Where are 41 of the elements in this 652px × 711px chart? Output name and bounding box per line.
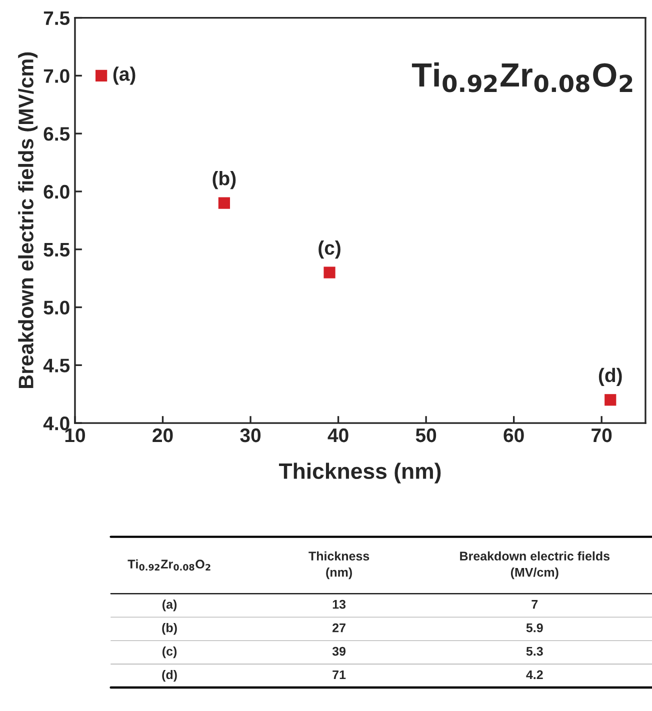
text: 39 [332, 646, 346, 656]
annotation: Ti$_{0.92}$Zr$_{0.08}$O$_{2}$ [412, 62, 632, 92]
y-tick-label: 7.5 [44, 11, 70, 26]
text: (b) [162, 623, 177, 635]
y-tick-label: 4.0 [43, 416, 70, 430]
point [604, 394, 616, 406]
x-tick-label: 40 [328, 428, 348, 442]
y-tick-label: 5.5 [44, 243, 70, 257]
y-tick-label: 6.0 [44, 184, 70, 199]
annotation: (a) [113, 66, 136, 85]
y-tick-label: 6.5 [44, 127, 70, 141]
text: 27 [332, 623, 346, 632]
x-axis-title: Thickness (nm) [278, 462, 441, 484]
x-tick-label: 60 [504, 428, 524, 442]
x-tick-label: 20 [152, 428, 173, 442]
point [218, 197, 230, 209]
text: Ti$_{0.92}$Zr$_{0.08}$O$_{2}$ [128, 559, 210, 571]
x-tick-label: 10 [65, 428, 85, 442]
y-tick-label: 4.5 [43, 358, 70, 372]
text: (d) [162, 670, 177, 682]
x-tick-label: 50 [416, 428, 436, 442]
y-tick-label: 7.0 [44, 69, 70, 83]
text: Thickness (nm) [308, 551, 370, 580]
text: 71 [332, 670, 346, 680]
text: (c) [162, 646, 177, 658]
y-tick-label: 5.0 [44, 300, 70, 314]
annotation: (b) [212, 171, 236, 190]
text: Breakdown electric fields (MV/cm) [460, 551, 610, 580]
annotation: (d) [598, 368, 622, 386]
text: 13 [332, 600, 346, 609]
annotation: (c) [318, 240, 340, 259]
text: 7 [532, 600, 538, 609]
point [324, 266, 336, 278]
x-tick-label: 30 [240, 428, 261, 442]
text: 5.3 [526, 646, 543, 656]
point [96, 70, 108, 82]
text: (a) [162, 600, 177, 612]
text: 5.9 [526, 623, 543, 632]
x-tick-label: 70 [592, 428, 612, 442]
text: 4.2 [526, 670, 543, 680]
y-axis-title: Breakdown electric fields (MV/cm) [18, 52, 38, 388]
